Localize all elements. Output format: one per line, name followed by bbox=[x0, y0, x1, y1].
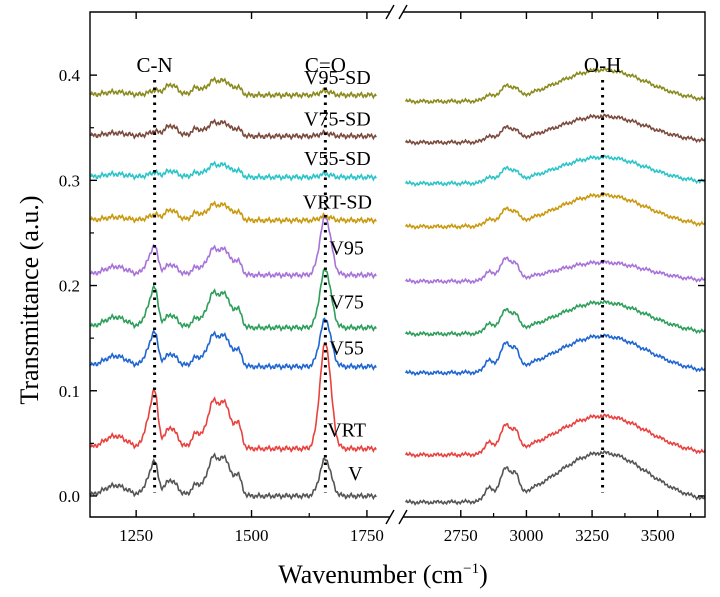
axes-frame-left bbox=[89, 11, 390, 518]
series-line-left bbox=[90, 76, 377, 100]
x-tick-label: 2750 bbox=[444, 526, 478, 545]
x-axis-label-superscript: −1 bbox=[463, 561, 479, 577]
series-label: VRT-SD bbox=[303, 191, 372, 213]
series-v55 bbox=[90, 317, 706, 377]
series-line-left bbox=[90, 200, 377, 225]
series-line-left bbox=[90, 215, 377, 280]
x-tick-label: 1500 bbox=[235, 526, 269, 545]
series-v95 bbox=[90, 215, 706, 285]
axis-break-mark bbox=[385, 4, 395, 20]
y-tick-label: 0.0 bbox=[59, 487, 80, 506]
y-tick-label: 0.4 bbox=[59, 66, 81, 85]
axis-break-mark bbox=[385, 509, 395, 525]
axis-break-mark bbox=[398, 4, 408, 20]
axis-break-mark bbox=[398, 509, 408, 525]
x-axis-label: Wavenumber (cm−1) bbox=[278, 560, 488, 589]
y-tick-label: 0.1 bbox=[59, 382, 80, 401]
series-line-left bbox=[90, 317, 377, 371]
series-v95-sd bbox=[90, 67, 706, 105]
reference-lines bbox=[153, 80, 605, 493]
labels: V VRT V55 V75 V95 VRT-SD V55-SD V75-SD V95-SD C-N… bbox=[137, 53, 622, 485]
series-label: V55 bbox=[329, 338, 363, 360]
series-vrt bbox=[90, 341, 706, 459]
series-label: V95-SD bbox=[304, 67, 371, 89]
series-vrt-sd bbox=[90, 192, 706, 231]
series-v75 bbox=[90, 267, 706, 338]
y-tick-label: 0.2 bbox=[59, 277, 80, 296]
series-label: V75-SD bbox=[304, 108, 371, 130]
series-line-right bbox=[404, 113, 706, 146]
axes: 0.0 0.1 0.2 0.3 0.4 1250 1500 1750 2750 3000 3250 3… bbox=[59, 4, 706, 545]
y-axis-label: Transmittance (a.u.) bbox=[15, 195, 44, 404]
bond-label: O-H bbox=[584, 53, 621, 77]
series-line-right bbox=[404, 67, 706, 105]
bond-label: C=O bbox=[305, 53, 346, 77]
series-line-right bbox=[404, 333, 706, 377]
series-line-left bbox=[90, 118, 377, 141]
x-tick-label: 3250 bbox=[575, 526, 609, 545]
series-layer bbox=[90, 67, 706, 506]
series-line-left bbox=[90, 160, 377, 182]
bond-label: C-N bbox=[137, 53, 173, 77]
series-label: VRT bbox=[327, 420, 366, 442]
series-line-right bbox=[404, 154, 706, 188]
series-label: V55-SD bbox=[304, 148, 371, 170]
series-line-left bbox=[90, 267, 377, 332]
series-v bbox=[90, 450, 706, 506]
x-axis-label-main: Wavenumber (cm bbox=[278, 560, 463, 589]
axes-frame-right bbox=[403, 11, 706, 518]
y-tick-label: 0.3 bbox=[59, 171, 80, 190]
x-tick-label: 3500 bbox=[641, 526, 675, 545]
series-v55-sd bbox=[90, 154, 706, 188]
x-tick-label: 1250 bbox=[119, 526, 153, 545]
series-line-right bbox=[404, 256, 706, 285]
series-line-right bbox=[404, 192, 706, 231]
series-line-left bbox=[90, 452, 377, 501]
series-line-right bbox=[404, 413, 706, 459]
series-label: V75 bbox=[329, 291, 363, 313]
series-line-left bbox=[90, 341, 377, 454]
series-line-right bbox=[404, 450, 706, 506]
x-tick-label: 3000 bbox=[509, 526, 543, 545]
series-line-right bbox=[404, 299, 706, 338]
series-label: V bbox=[348, 463, 363, 485]
series-label: V95 bbox=[329, 238, 363, 260]
series-v75-sd bbox=[90, 113, 706, 146]
x-tick-label: 1750 bbox=[350, 526, 384, 545]
x-axis-label-close: ) bbox=[479, 560, 488, 589]
